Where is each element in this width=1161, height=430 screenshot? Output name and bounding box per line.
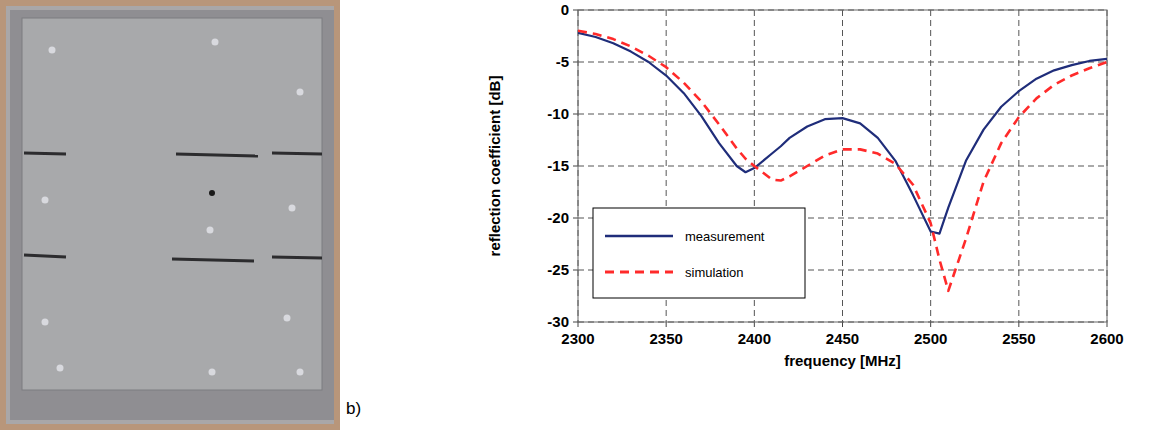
y-tick bbox=[573, 166, 578, 167]
slot bbox=[24, 153, 66, 154]
screw bbox=[284, 315, 291, 322]
plot-area bbox=[578, 10, 1107, 322]
screw bbox=[297, 369, 304, 376]
y-grid-line bbox=[578, 114, 1107, 115]
figure: b) 2300 2350 2400 2450 2500 2550 2600 -30 -25 -20 -… bbox=[0, 0, 1161, 430]
slot bbox=[172, 259, 254, 261]
slot bbox=[24, 255, 66, 257]
plot-frame bbox=[578, 10, 1107, 322]
y-tick-label: -20 bbox=[547, 209, 569, 226]
x-tick-label: 2450 bbox=[826, 330, 859, 347]
metal-plate bbox=[22, 18, 322, 390]
x-tick-label: 2500 bbox=[914, 330, 947, 347]
y-grid-line bbox=[578, 166, 1107, 167]
x-tick-label: 2550 bbox=[1002, 330, 1035, 347]
x-tick bbox=[666, 322, 667, 327]
x-tick-label: 2300 bbox=[561, 330, 594, 347]
x-tick bbox=[930, 322, 931, 327]
screw bbox=[209, 369, 216, 376]
y-tick bbox=[573, 218, 578, 219]
y-tick bbox=[573, 114, 578, 115]
slot bbox=[272, 153, 322, 154]
antenna-photo bbox=[0, 0, 340, 430]
x-tick bbox=[1018, 322, 1019, 327]
screw bbox=[57, 365, 64, 372]
x-tick bbox=[578, 322, 579, 327]
x-tick-label: 2350 bbox=[649, 330, 682, 347]
legend-swatch bbox=[605, 271, 673, 274]
screw bbox=[49, 47, 56, 54]
grid bbox=[578, 10, 1107, 322]
y-tick bbox=[573, 270, 578, 271]
x-tick-label: 2400 bbox=[738, 330, 771, 347]
legend-box bbox=[593, 208, 805, 298]
screw bbox=[207, 227, 214, 234]
x-tick bbox=[1107, 322, 1108, 327]
screw bbox=[42, 197, 49, 204]
screw bbox=[212, 39, 219, 46]
y-tick-label: -15 bbox=[547, 157, 569, 174]
photo-background bbox=[0, 0, 340, 430]
screw bbox=[42, 319, 49, 326]
screw bbox=[289, 205, 296, 212]
y-tick-label: -10 bbox=[547, 105, 569, 122]
slot bbox=[272, 257, 322, 258]
panel-label: b) bbox=[346, 399, 361, 418]
y-tick bbox=[573, 322, 578, 323]
x-tick bbox=[842, 322, 843, 327]
y-tick-label: -5 bbox=[556, 53, 569, 70]
x-tick-label: 2600 bbox=[1090, 330, 1123, 347]
legend-label: measurement bbox=[685, 229, 765, 244]
y-tick bbox=[573, 62, 578, 63]
series-line bbox=[578, 33, 1107, 234]
y-tick-label: -30 bbox=[547, 313, 569, 330]
y-grid-line bbox=[578, 62, 1107, 63]
x-tick bbox=[754, 322, 755, 327]
substrate-edge bbox=[10, 10, 334, 420]
x-axis-title: frequency [MHz] bbox=[784, 352, 901, 369]
y-axis-title: reflection coefficient [dB] bbox=[486, 76, 503, 257]
substrate bbox=[6, 6, 334, 424]
legend-swatch bbox=[605, 235, 673, 237]
y-tick-label: 0 bbox=[561, 1, 569, 18]
y-tick bbox=[573, 10, 578, 11]
feed-point bbox=[209, 190, 215, 196]
legend: measurement simulation bbox=[593, 208, 805, 298]
slot bbox=[176, 154, 258, 156]
screw bbox=[297, 89, 304, 96]
legend-label: simulation bbox=[685, 265, 744, 280]
y-tick-label: -25 bbox=[547, 261, 569, 278]
